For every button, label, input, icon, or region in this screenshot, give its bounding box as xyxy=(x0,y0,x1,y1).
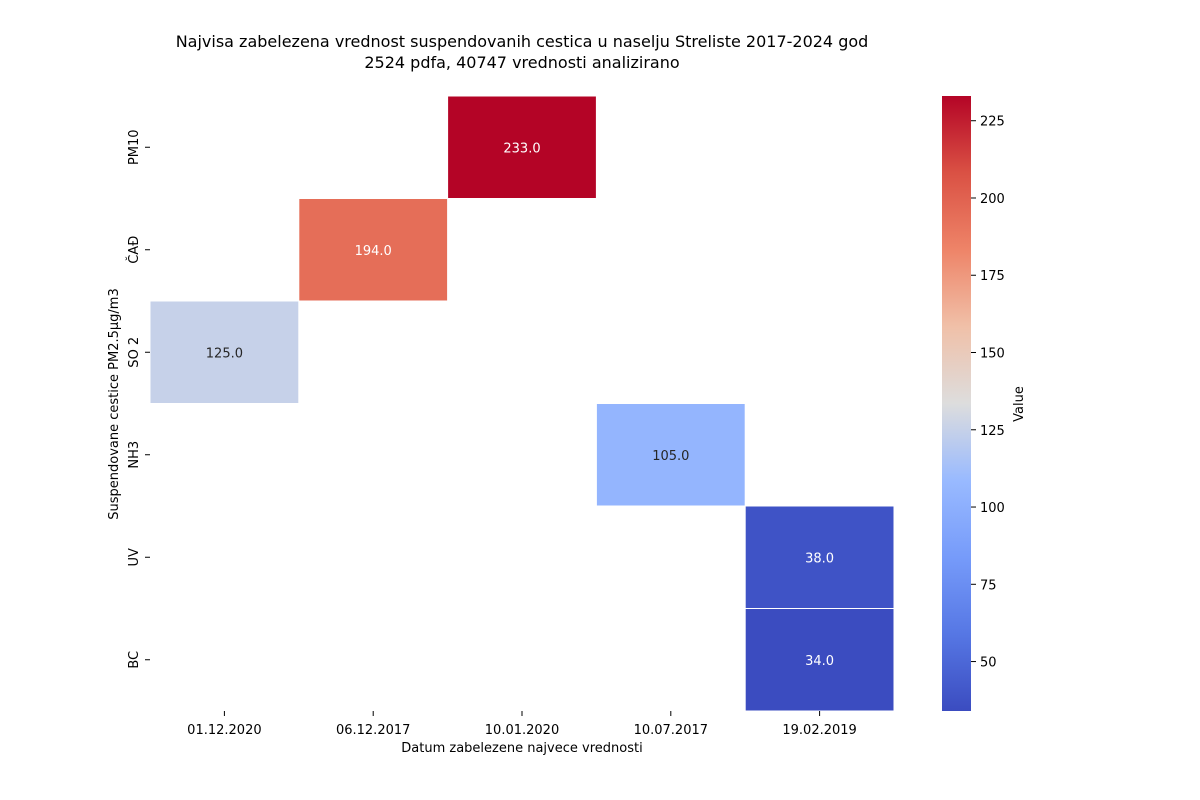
colorbar-tick-label: 125 xyxy=(980,424,1005,439)
chart-title: Najvisa zabelezena vrednost suspendovani… xyxy=(176,32,869,51)
colorbar-tick-label: 200 xyxy=(980,192,1005,207)
x-tick-label: 01.12.2020 xyxy=(187,723,261,738)
x-tick-label: 10.01.2020 xyxy=(485,723,559,738)
y-axis-label: Suspendovane cestice PM2.5µg/m3 xyxy=(107,288,122,519)
x-tick-label: 06.12.2017 xyxy=(336,723,410,738)
x-tick-label: 10.07.2017 xyxy=(634,723,708,738)
heatmap-cell xyxy=(744,505,895,609)
cell-value-label: 34.0 xyxy=(805,654,834,669)
cell-value-label: 233.0 xyxy=(503,141,540,156)
heatmap-cell xyxy=(744,608,895,712)
y-tick-label: NH3 xyxy=(127,441,142,469)
cell-value-label: 105.0 xyxy=(652,449,689,464)
y-tick-label: PM10 xyxy=(127,129,142,165)
chart-subtitle: 2524 pdfa, 40747 vrednosti analizirano xyxy=(364,53,679,72)
heatmap-cell xyxy=(595,403,746,507)
heatmap-cells: 233.0 194.0 125.0 105.0 38.0 34.0 xyxy=(149,95,895,712)
heatmap-cell xyxy=(149,300,300,404)
heatmap-cell xyxy=(298,198,449,302)
y-tick-label: ČAĐ xyxy=(126,236,142,264)
colorbar-gradient xyxy=(942,96,971,711)
colorbar-tick-label: 50 xyxy=(980,656,997,671)
x-axis-ticks: 01.12.2020 06.12.2017 10.01.2020 10.07.2017… xyxy=(187,711,857,738)
colorbar-tick-label: 150 xyxy=(980,347,1005,362)
x-tick-label: 19.02.2019 xyxy=(782,723,856,738)
cell-value-label: 125.0 xyxy=(206,346,243,361)
colorbar-tick-label: 175 xyxy=(980,269,1005,284)
cell-value-label: 38.0 xyxy=(805,551,834,566)
colorbar-label: Value xyxy=(1012,386,1027,422)
colorbar-tick-label: 100 xyxy=(980,501,1005,516)
colorbar-tick-label: 225 xyxy=(980,115,1005,130)
heatmap-cell xyxy=(447,95,597,199)
cell-value-label: 194.0 xyxy=(355,244,392,259)
x-axis-label: Datum zabelezene najvece vrednosti xyxy=(401,741,642,756)
y-tick-label: BC xyxy=(127,651,142,669)
colorbar-tick-label: 75 xyxy=(980,578,997,593)
colorbar: 50 75 100 125 150 175 200 225 xyxy=(942,96,1005,711)
y-tick-label: SO 2 xyxy=(127,337,142,368)
y-axis-ticks: PM10 ČAĐ SO 2 NH3 UV BC xyxy=(126,129,150,669)
y-tick-label: UV xyxy=(127,548,142,567)
